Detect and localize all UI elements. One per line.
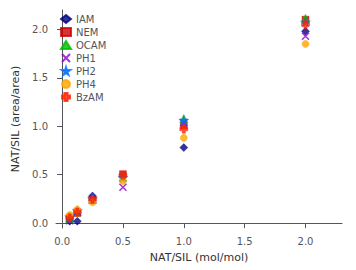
svg-text:BzAM: BzAM [76, 92, 104, 103]
svg-text:2.0: 2.0 [32, 24, 48, 35]
svg-text:PH4: PH4 [76, 79, 96, 90]
svg-text:0.5: 0.5 [32, 169, 48, 180]
svg-text:0.0: 0.0 [54, 236, 70, 247]
svg-text:0.0: 0.0 [32, 218, 48, 229]
svg-text:PH1: PH1 [76, 53, 96, 64]
svg-text:NAT/SIL (area/area): NAT/SIL (area/area) [9, 66, 22, 173]
svg-text:2.0: 2.0 [298, 236, 314, 247]
svg-text:1.0: 1.0 [32, 121, 48, 132]
svg-text:1.0: 1.0 [176, 236, 192, 247]
svg-text:1.5: 1.5 [237, 236, 253, 247]
svg-text:0.5: 0.5 [115, 236, 131, 247]
svg-text:NAT/SIL (mol/mol): NAT/SIL (mol/mol) [150, 251, 248, 264]
svg-text:OCAM: OCAM [76, 40, 106, 51]
svg-text:1.5: 1.5 [32, 72, 48, 83]
svg-text:IAM: IAM [76, 14, 94, 25]
svg-text:NEM: NEM [76, 27, 98, 38]
svg-text:PH2: PH2 [76, 66, 96, 77]
